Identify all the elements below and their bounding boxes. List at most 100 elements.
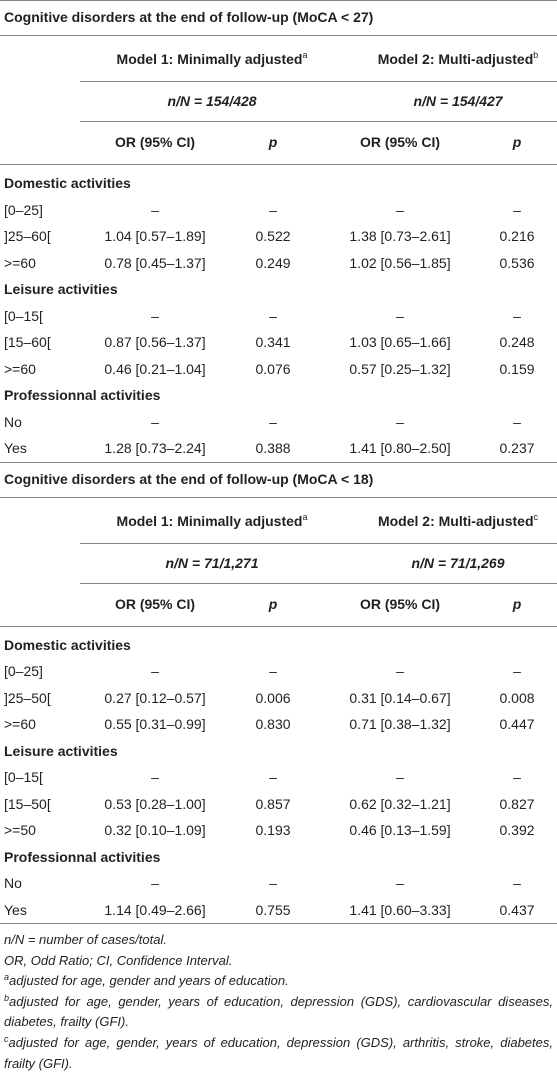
cell: 1.28 [0.73–2.24]	[104, 440, 206, 457]
model-name: Model 2: Multi-adjusted	[377, 512, 534, 529]
cell: 0.193	[255, 822, 291, 839]
rule	[0, 461, 557, 463]
cell: 0.216	[499, 228, 535, 245]
cell: 0.830	[255, 716, 291, 733]
cell: –	[269, 201, 277, 218]
cell: 1.02 [0.56–1.85]	[349, 254, 451, 271]
cell: 0.006	[255, 689, 291, 706]
rule	[0, 0, 557, 1]
cell: –	[396, 201, 404, 218]
cell: –	[513, 769, 521, 786]
footnote-mark: c	[4, 1033, 9, 1044]
cell: –	[151, 769, 159, 786]
column-header: OR (95% CI)	[114, 595, 196, 612]
section-title: Cognitive disorders at the end of follow…	[4, 470, 374, 487]
cell: –	[396, 663, 404, 680]
model-name: Model 1: Minimally adjusted	[116, 51, 303, 67]
cell: 1.41 [0.80–2.50]	[349, 440, 451, 457]
cell: –	[269, 875, 277, 892]
row-label: [15–60[	[4, 334, 51, 351]
footnote-mark: b	[533, 50, 539, 60]
cell: –	[396, 413, 404, 430]
row-label: [0–25]	[4, 663, 43, 680]
cell: –	[151, 307, 159, 324]
cell: 0.27 [0.12–0.57]	[104, 689, 206, 706]
cell: 0.008	[499, 689, 535, 706]
cell: –	[269, 307, 277, 324]
footnote-text: n/N = number of cases/total.	[4, 932, 167, 947]
column-header: p	[512, 595, 522, 612]
row-label: ]25–60[	[4, 228, 51, 245]
cell: –	[513, 875, 521, 892]
column-header: OR (95% CI)	[359, 134, 441, 150]
rule	[0, 923, 557, 924]
rule	[0, 496, 557, 498]
rule	[0, 35, 557, 36]
row-label: [0–25]	[4, 201, 43, 218]
cell: –	[151, 413, 159, 430]
sample-size: n/N = 154/428	[167, 93, 257, 109]
cell: 0.388	[255, 440, 291, 457]
rule	[0, 164, 557, 165]
footnote-text: adjusted for age, gender and years of ed…	[9, 973, 289, 989]
cell: 0.62 [0.32–1.21]	[349, 795, 451, 812]
column-header: p	[268, 134, 278, 150]
row-label: Yes	[4, 440, 27, 457]
group-heading: Leisure activities	[4, 742, 118, 759]
row-label: [15–50[	[4, 795, 51, 812]
group-heading: Leisure activities	[4, 281, 118, 298]
model-header: Model 2: Multi-adjustedc	[377, 512, 538, 529]
cell: 0.53 [0.28–1.00]	[104, 795, 206, 812]
cell: –	[151, 201, 159, 218]
model-header: Model 1: Minimally adjusteda	[116, 511, 308, 529]
row-label: [0–15[	[4, 307, 43, 324]
sample-size: n/N = 154/427	[413, 93, 503, 109]
footnotes: n/N = number of cases/total. OR, Odd Rati…	[4, 930, 553, 1074]
cell: –	[513, 307, 521, 324]
row-label: >=60	[4, 254, 36, 271]
model-header: Model 2: Multi-adjustedb	[378, 50, 539, 67]
model-header: Model 1: Minimally adjusteda	[116, 51, 308, 67]
cell: 0.755	[255, 901, 291, 918]
cell: 0.827	[499, 795, 535, 812]
cell: –	[513, 413, 521, 430]
footnote-text: OR, Odd Ratio; CI, Confidence Interval.	[4, 952, 233, 968]
cell: 0.31 [0.14–0.67]	[349, 689, 451, 706]
footnote-mark: a	[302, 511, 308, 522]
footnote: badjusted for age, gender, years of educ…	[4, 992, 553, 1033]
row-label: [0–15[	[4, 769, 43, 786]
cell: 0.857	[255, 795, 291, 812]
column-header: OR (95% CI)	[114, 134, 196, 150]
model-name: Model 1: Minimally adjusted	[116, 512, 303, 529]
cell: 0.249	[255, 254, 291, 271]
column-header: OR (95% CI)	[359, 595, 441, 612]
footnote-mark: b	[4, 992, 10, 1003]
cell: 0.341	[255, 334, 291, 351]
column-header: p	[512, 134, 522, 150]
cell: 0.55 [0.31–0.99]	[104, 716, 206, 733]
cell: –	[151, 875, 159, 892]
rule	[80, 582, 557, 584]
footnote-text: adjusted for age, gender, years of educa…	[4, 1034, 553, 1071]
cell: –	[269, 413, 277, 430]
footnote: n/N = number of cases/total.	[4, 930, 553, 951]
cell: 0.159	[499, 360, 535, 377]
cell: –	[151, 663, 159, 680]
cell: –	[269, 769, 277, 786]
cell: 0.076	[255, 360, 291, 377]
sample-size: n/N = 71/1,271	[165, 554, 259, 571]
cell: –	[513, 663, 521, 680]
cell: 0.57 [0.25–1.32]	[349, 360, 451, 377]
cell: 0.392	[499, 822, 535, 839]
cell: 0.536	[499, 254, 535, 271]
column-header: p	[268, 595, 278, 612]
rule	[0, 625, 557, 627]
cell: 0.78 [0.45–1.37]	[104, 254, 206, 271]
cell: 0.522	[255, 228, 291, 245]
group-heading: Domestic activities	[4, 175, 131, 192]
footnote: cadjusted for age, gender, years of educ…	[4, 1033, 553, 1074]
rule	[80, 542, 557, 544]
footnote-text: adjusted for age, gender, years of educa…	[4, 993, 553, 1030]
cell: –	[269, 663, 277, 680]
